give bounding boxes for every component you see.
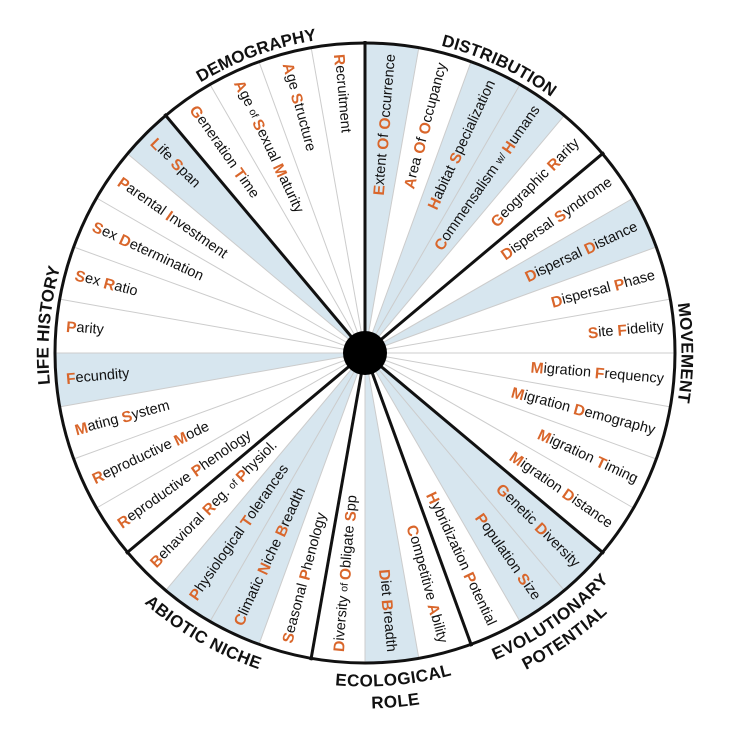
- trait-divider: [127, 153, 366, 354]
- trait-divider: [209, 352, 366, 622]
- category-divider: [125, 351, 366, 555]
- wedge-genetic-diversity: [365, 353, 603, 591]
- trait-label-age-structure: Age Structure: [279, 61, 319, 153]
- trait-divider: [364, 352, 634, 509]
- trait-label-site-fidelity: Site Fidelity: [587, 318, 665, 342]
- trait-label-migration-demography: Migration Demography: [509, 384, 657, 439]
- trait-label-parity: Parity: [65, 318, 105, 338]
- trait-divider: [59, 352, 366, 408]
- trait-label-sex-ratio: Sex Ratio: [73, 267, 139, 300]
- category-label-ecological-role-line-2: ROLE: [371, 689, 421, 712]
- category-divider: [364, 351, 605, 555]
- wedge-climatic-niche-breadth: [210, 353, 365, 645]
- trait-divider: [364, 352, 657, 460]
- category-label-movement: MOVEMENT: [674, 302, 697, 405]
- trait-divider: [165, 352, 366, 591]
- trait-divider: [364, 115, 565, 354]
- trait-divider: [364, 352, 420, 659]
- trait-divider: [59, 298, 366, 354]
- trait-divider: [96, 197, 366, 354]
- trait-divider: [364, 298, 671, 354]
- trait-divider: [364, 352, 671, 408]
- trait-label-fecundity: Fecundity: [65, 365, 130, 388]
- center-hub: [343, 331, 387, 375]
- trait-label-diversity-of-obligate-spp: Diversity of Obligate Spp: [330, 494, 361, 652]
- trait-divider: [73, 246, 366, 354]
- trait-wedges: [55, 43, 657, 663]
- wedge-dispersal-distance: [365, 198, 657, 353]
- trait-divider: [96, 352, 366, 509]
- trait-divider: [258, 352, 366, 645]
- trait-label-recruitment: Recruitment: [330, 53, 354, 133]
- category-divider: [163, 113, 367, 354]
- trait-label-extent-of-occurrence: Extent Of Occurrence: [370, 53, 399, 196]
- trait-divider: [364, 352, 521, 622]
- trait-divider: [364, 197, 634, 354]
- wedge-habitat-specialization: [365, 61, 520, 354]
- wedge-physiological-tolerances: [165, 353, 365, 622]
- trait-divider: [258, 61, 366, 354]
- trait-label-diet-breadth: Diet Breadth: [375, 569, 399, 653]
- trait-divider: [364, 47, 420, 354]
- trait-divider: [364, 61, 472, 354]
- wedge-population-size: [365, 353, 565, 622]
- trait-divider: [364, 246, 657, 354]
- trait-divider: [209, 84, 366, 354]
- wedge-life-span: [127, 115, 366, 354]
- category-divider: [363, 352, 474, 647]
- trait-label-migration-frequency: Migration Frequency: [530, 359, 665, 388]
- trait-divider: [364, 352, 565, 591]
- trait-divider: [73, 352, 366, 460]
- trait-divider: [310, 47, 366, 354]
- category-label-ecological-role-line-1: ECOLOGICAL: [335, 660, 453, 690]
- category-dividers: [125, 41, 605, 661]
- wedge-commensalism-w-humans: [365, 84, 565, 353]
- category-divider: [364, 151, 605, 355]
- category-divider: [309, 352, 367, 661]
- trait-label-mating-system: Mating System: [73, 397, 172, 439]
- trait-divider: [364, 84, 521, 354]
